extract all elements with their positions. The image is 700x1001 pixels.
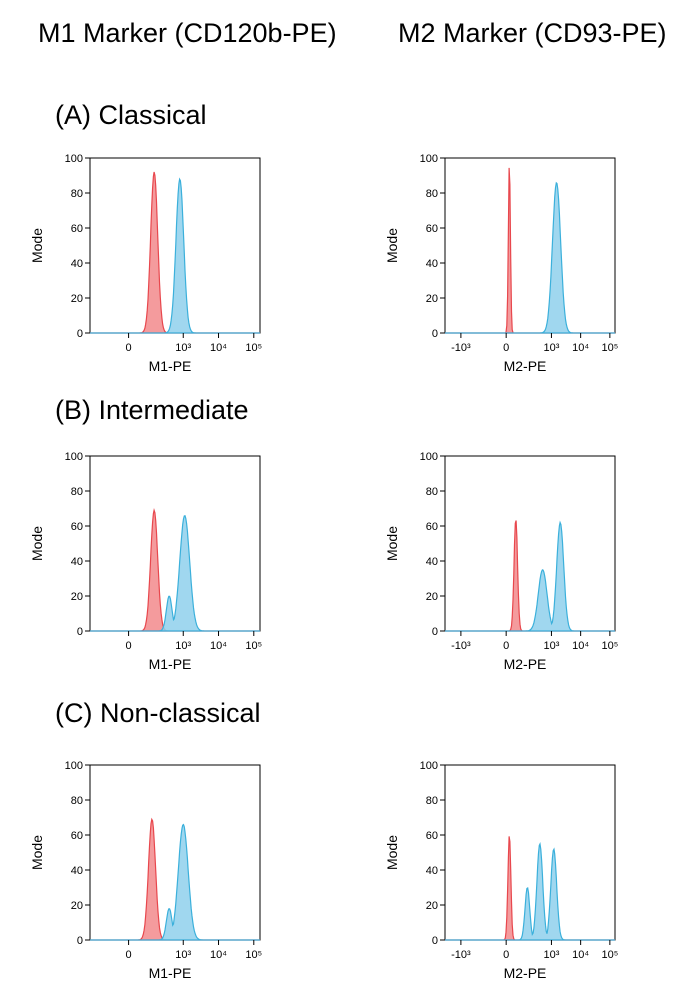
plot-frame xyxy=(444,455,616,632)
x-tick-label: 0 xyxy=(126,640,132,652)
x-tick-label: -10³ xyxy=(451,342,471,354)
x-tick-label: 0 xyxy=(503,949,509,961)
histogram-marker xyxy=(445,842,615,941)
x-tick-label: -10³ xyxy=(451,640,471,652)
y-axis-title: Mode xyxy=(29,835,45,870)
y-tick-label: 100 xyxy=(65,153,83,165)
y-tick-label: 40 xyxy=(426,865,438,877)
y-tick-label: 0 xyxy=(77,328,83,340)
y-axis-title: Mode xyxy=(384,835,400,870)
x-axis-title: M1-PE xyxy=(149,656,192,672)
histogram-marker xyxy=(90,177,260,334)
x-tick-label: 0 xyxy=(503,640,509,652)
y-tick-label: 60 xyxy=(71,521,83,533)
y-tick-label: 80 xyxy=(71,188,83,200)
y-axis-title: Mode xyxy=(384,228,400,263)
y-tick-label: 60 xyxy=(426,830,438,842)
y-tick-label: 60 xyxy=(426,223,438,235)
y-tick-label: 60 xyxy=(71,830,83,842)
x-axis-title: M2-PE xyxy=(504,656,547,672)
x-tick-label: 10⁴ xyxy=(210,640,227,652)
column-title-m2: M2 Marker (CD93-PE) xyxy=(398,18,667,48)
y-tick-label: 0 xyxy=(77,935,83,947)
x-tick-label: 10⁵ xyxy=(245,342,262,354)
y-axis-title: Mode xyxy=(384,526,400,561)
y-tick-label: 80 xyxy=(426,486,438,498)
histogram-non-classical-m1: 0 20 40 60 80 100 0 10³ 10⁴ 10⁵ M1-PE Mode xyxy=(29,760,262,981)
x-tick-label: 10⁵ xyxy=(245,949,262,961)
plot-frame xyxy=(444,157,616,334)
x-tick-label: 10⁵ xyxy=(245,640,262,652)
x-tick-label: 10⁵ xyxy=(601,342,618,354)
row-title-intermediate: (B) Intermediate xyxy=(55,395,249,425)
row-title-classical: (A) Classical xyxy=(55,100,207,130)
x-tick-label: 10³ xyxy=(175,949,191,961)
x-tick-label: 10³ xyxy=(543,949,559,961)
x-tick-label: 0 xyxy=(503,342,509,354)
y-tick-label: 0 xyxy=(77,626,83,638)
y-tick-label: 60 xyxy=(71,223,83,235)
y-tick-label: 40 xyxy=(426,258,438,270)
y-tick-label: 80 xyxy=(426,188,438,200)
y-tick-label: 40 xyxy=(71,865,83,877)
x-axis-title: M1-PE xyxy=(149,358,192,374)
x-tick-label: 10⁵ xyxy=(601,640,618,652)
y-tick-label: 100 xyxy=(420,760,438,772)
histogram-marker xyxy=(445,520,615,632)
row-title-non-classical: (C) Non-classical xyxy=(55,698,261,728)
x-tick-label: 10³ xyxy=(543,342,559,354)
y-tick-label: 80 xyxy=(71,795,83,807)
y-tick-label: 100 xyxy=(65,451,83,463)
x-tick-label: 10⁵ xyxy=(601,949,618,961)
y-tick-label: 0 xyxy=(432,626,438,638)
x-tick-label: 10³ xyxy=(543,640,559,652)
x-tick-label: 0 xyxy=(126,342,132,354)
x-axis-title: M1-PE xyxy=(149,965,192,981)
x-tick-label: -10³ xyxy=(451,949,471,961)
histogram-control xyxy=(445,520,615,632)
x-tick-label: 10³ xyxy=(175,342,191,354)
y-tick-label: 40 xyxy=(71,258,83,270)
histogram-marker xyxy=(445,181,615,334)
x-tick-label: 10⁴ xyxy=(572,640,589,652)
y-tick-label: 20 xyxy=(71,900,83,912)
x-tick-label: 10⁴ xyxy=(210,949,227,961)
x-axis-title: M2-PE xyxy=(504,358,547,374)
y-tick-label: 0 xyxy=(432,935,438,947)
y-tick-label: 20 xyxy=(71,591,83,603)
y-tick-label: 80 xyxy=(426,795,438,807)
x-tick-label: 10⁴ xyxy=(210,342,227,354)
y-tick-label: 40 xyxy=(71,556,83,568)
y-tick-label: 0 xyxy=(432,328,438,340)
histogram-marker xyxy=(90,515,260,632)
histogram-non-classical-m2: 0 20 40 60 80 100 -10³ 0 10³ 10⁴ 10⁵ M2-PE Mode xyxy=(384,760,618,981)
histogram-control xyxy=(445,167,615,334)
x-tick-label: 0 xyxy=(126,949,132,961)
y-tick-label: 100 xyxy=(420,451,438,463)
x-tick-label: 10⁴ xyxy=(572,342,589,354)
y-tick-label: 100 xyxy=(65,760,83,772)
histogram-classical-m1: 0 20 40 60 80 100 0 10³ 10⁴ 10⁵ M1-PE Mode xyxy=(29,153,262,374)
y-tick-label: 20 xyxy=(426,293,438,305)
y-tick-label: 80 xyxy=(71,486,83,498)
x-tick-label: 10³ xyxy=(175,640,191,652)
histogram-classical-m2: 0 20 40 60 80 100 -10³ 0 10³ 10⁴ 10⁵ M2-PE Mode xyxy=(384,153,618,374)
y-tick-label: 40 xyxy=(426,556,438,568)
x-axis-title: M2-PE xyxy=(504,965,547,981)
y-tick-label: 20 xyxy=(71,293,83,305)
y-tick-label: 100 xyxy=(420,153,438,165)
histogram-intermediate-m1: 0 20 40 60 80 100 0 10³ 10⁴ 10⁵ M1-PE Mode xyxy=(29,451,262,672)
histogram-intermediate-m2: 0 20 40 60 80 100 -10³ 0 10³ 10⁴ 10⁵ M2-PE Mode xyxy=(384,451,618,672)
x-tick-label: 10⁴ xyxy=(572,949,589,961)
y-tick-label: 20 xyxy=(426,900,438,912)
histogram-marker xyxy=(90,823,260,941)
y-axis-title: Mode xyxy=(29,228,45,263)
y-axis-title: Mode xyxy=(29,526,45,561)
column-title-m1: M1 Marker (CD120b-PE) xyxy=(38,18,337,48)
y-tick-label: 20 xyxy=(426,591,438,603)
y-tick-label: 60 xyxy=(426,521,438,533)
plot-frame xyxy=(89,455,261,632)
